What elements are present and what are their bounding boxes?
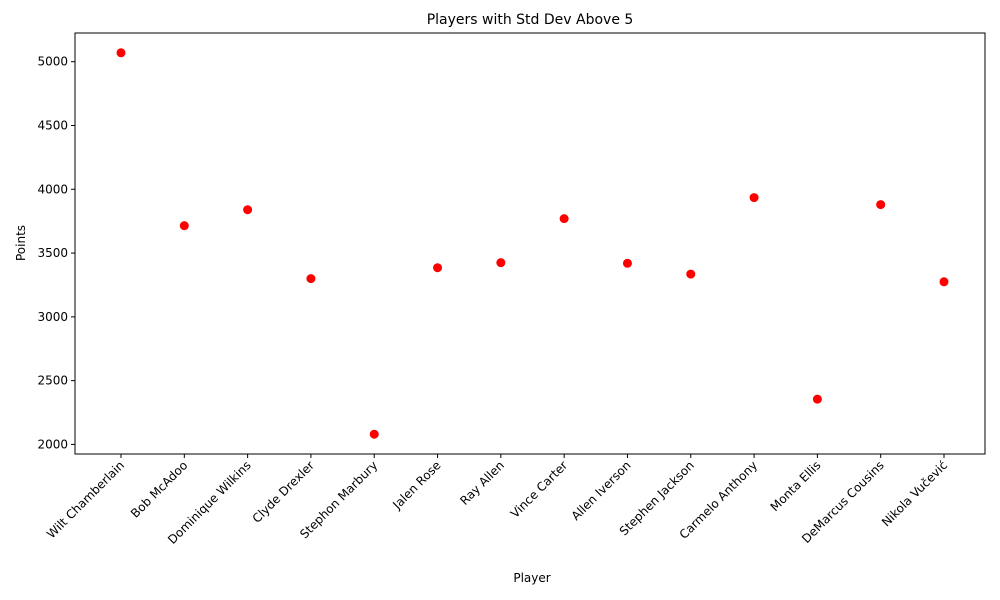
x-axis-label: Player [513,571,550,585]
y-tick-label: 3000 [37,310,68,324]
y-tick-label: 3500 [37,246,68,260]
y-axis-label: Points [14,225,28,261]
y-axis-ticks: 2000 2500 3000 3500 4000 4500 5000 [37,55,75,452]
x-tick-label: Clyde Drexler [250,458,318,526]
y-tick-label: 2500 [37,374,68,388]
x-tick-label: Wilt Chamberlain [44,458,127,541]
data-point [940,277,949,286]
x-tick-label: Nikola Vučević [879,458,950,529]
data-point [560,214,569,223]
data-point [117,48,126,57]
data-point [623,259,632,268]
data-point [243,205,252,214]
chart-title: Players with Std Dev Above 5 [427,12,634,28]
data-point [433,263,442,272]
y-tick-label: 4000 [37,182,68,196]
x-tick-label: Monta Ellis [768,458,824,514]
x-tick-label: Vince Carter [508,458,571,521]
x-tick-label: Allen Iverson [569,458,634,523]
x-tick-label: Bob McAdoo [128,458,190,520]
plot-frame [75,33,985,454]
data-point [496,258,505,267]
data-point [180,221,189,230]
data-point [370,430,379,439]
x-tick-label: Ray Allen [457,458,507,508]
y-tick-label: 4500 [37,118,68,132]
data-point [876,200,885,209]
data-points [117,48,949,438]
data-point [686,270,695,279]
data-point [750,193,759,202]
data-point [306,274,315,283]
y-tick-label: 5000 [37,55,68,69]
y-tick-label: 2000 [37,437,68,451]
x-tick-label: Jalen Rose [389,458,443,512]
data-point [813,395,822,404]
